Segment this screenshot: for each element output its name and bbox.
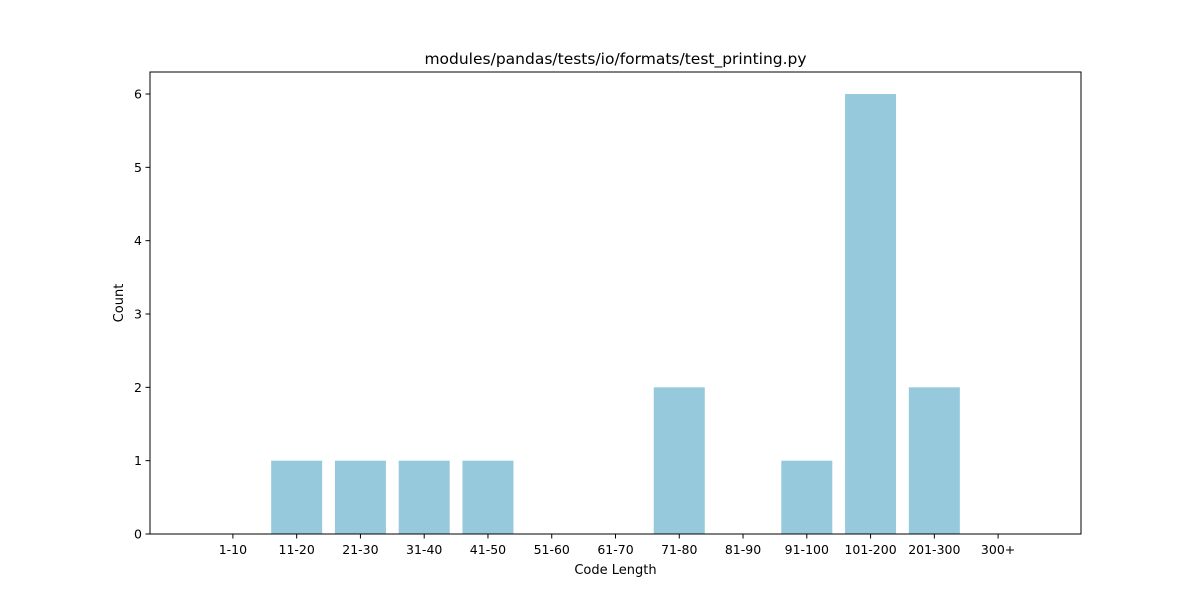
x-tick-label-71-80: 71-80 <box>661 542 697 557</box>
bar-101-200 <box>845 94 897 534</box>
y-tick-label-0: 0 <box>134 527 142 542</box>
chart-title: modules/pandas/tests/io/formats/test_pri… <box>424 50 806 69</box>
x-tick-label-81-90: 81-90 <box>725 542 761 557</box>
x-tick-label-101-200: 101-200 <box>844 542 896 557</box>
bar-71-80 <box>653 387 705 534</box>
x-tick-label-300: 300+ <box>981 542 1015 557</box>
x-tick-label-201-300: 201-300 <box>908 542 960 557</box>
y-tick-label-5: 5 <box>134 160 142 175</box>
bar-21-30 <box>334 460 386 534</box>
bar-31-40 <box>398 460 450 534</box>
bar-11-20 <box>271 460 323 534</box>
bar-91-100 <box>781 460 833 534</box>
x-tick-label-41-50: 41-50 <box>470 542 506 557</box>
y-tick-label-3: 3 <box>134 307 142 322</box>
y-tick-label-1: 1 <box>134 453 142 468</box>
y-tick-label-6: 6 <box>134 87 142 102</box>
bar-41-50 <box>462 460 514 534</box>
x-tick-label-11-20: 11-20 <box>279 542 315 557</box>
y-tick-label-4: 4 <box>134 233 142 248</box>
bar-201-300 <box>908 387 960 534</box>
x-axis-label: Code Length <box>574 563 656 578</box>
y-tick-label-2: 2 <box>134 380 142 395</box>
x-axis: 1-10 11-20 21-30 31-40 41-50 51-60 61-70 71-80 8… <box>219 534 1015 557</box>
bars-group <box>271 94 960 534</box>
x-tick-label-61-70: 61-70 <box>597 542 633 557</box>
y-axis: 0 1 2 3 4 5 6 <box>134 87 150 542</box>
x-tick-label-21-30: 21-30 <box>342 542 378 557</box>
x-tick-label-1-10: 1-10 <box>219 542 247 557</box>
x-tick-label-51-60: 51-60 <box>534 542 570 557</box>
x-tick-label-31-40: 31-40 <box>406 542 442 557</box>
y-axis-label: Count <box>112 284 127 323</box>
x-tick-label-91-100: 91-100 <box>785 542 829 557</box>
